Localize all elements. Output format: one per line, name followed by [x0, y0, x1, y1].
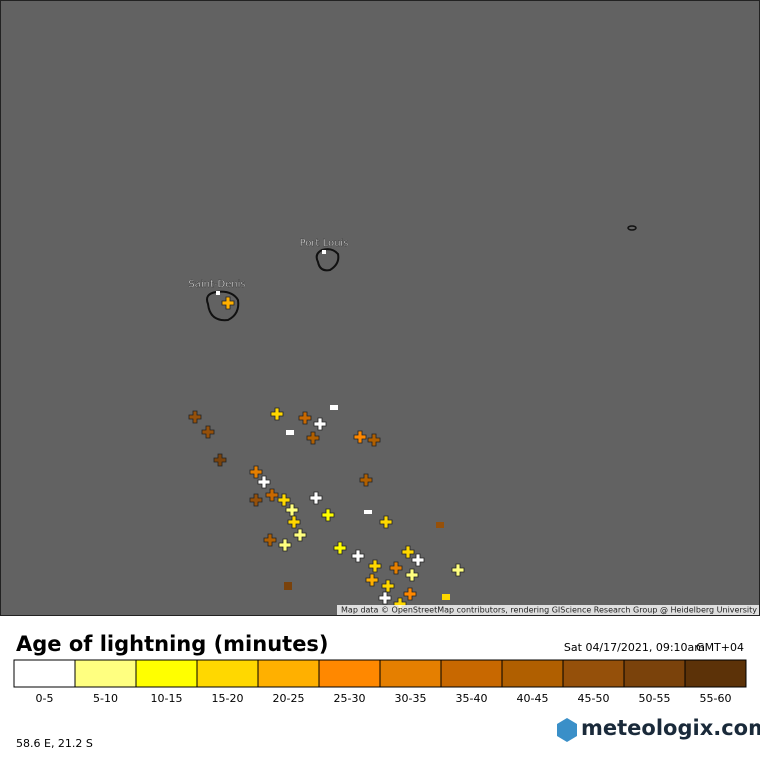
legend-swatch: [135, 659, 198, 688]
legend-swatch: [501, 659, 564, 688]
lightning-strikes: [188, 296, 465, 611]
legend-label: 40-45: [517, 692, 549, 705]
legend-swatch: [196, 659, 259, 688]
legend-swatch: [257, 659, 320, 688]
brand-logo: [557, 718, 577, 742]
legend-label: 0-5: [36, 692, 54, 705]
city-marker: [216, 291, 220, 295]
legend-swatch: [562, 659, 625, 688]
island-mauritius: [315, 248, 340, 272]
legend-label: 25-30: [334, 692, 366, 705]
legend-label: 15-20: [212, 692, 244, 705]
attribution: Map data © OpenStreetMap contributors, r…: [341, 606, 757, 615]
legend-label: 35-40: [456, 692, 488, 705]
timestamp: Sat 04/17/2021, 09:10am: [564, 641, 705, 654]
legend-label: 30-35: [395, 692, 427, 705]
coordinates: 58.6 E, 21.2 S: [16, 737, 93, 750]
map-area: [0, 0, 760, 616]
timezone: GMT+04: [696, 641, 744, 654]
island-rodrigues: [627, 225, 637, 231]
island-reunion: [206, 290, 240, 322]
city-marker: [322, 250, 326, 254]
legend-swatch: [379, 659, 442, 688]
legend-label: 10-15: [151, 692, 183, 705]
attribution-box: [337, 605, 759, 615]
legend-swatch: [13, 659, 76, 688]
legend-swatch: [684, 659, 747, 688]
legend-scale: 0-5 5-10 10-15 15-20 20-25 25-30 30-35 35-40 40-…: [13, 659, 747, 705]
legend-label: 55-60: [700, 692, 732, 705]
legend-label: 5-10: [93, 692, 118, 705]
legend-title: Age of lightning (minutes): [16, 632, 329, 656]
legend-swatch: [74, 659, 137, 688]
legend-label: 20-25: [273, 692, 305, 705]
legend-swatch: [623, 659, 686, 688]
legend-label: 45-50: [578, 692, 610, 705]
city-label: Saint-Denis: [188, 279, 245, 290]
brand: meteologix.com: [581, 716, 760, 740]
legend-swatch: [318, 659, 381, 688]
legend-label: 50-55: [639, 692, 671, 705]
legend-swatch: [440, 659, 503, 688]
city-label: Port Louis: [300, 238, 349, 249]
